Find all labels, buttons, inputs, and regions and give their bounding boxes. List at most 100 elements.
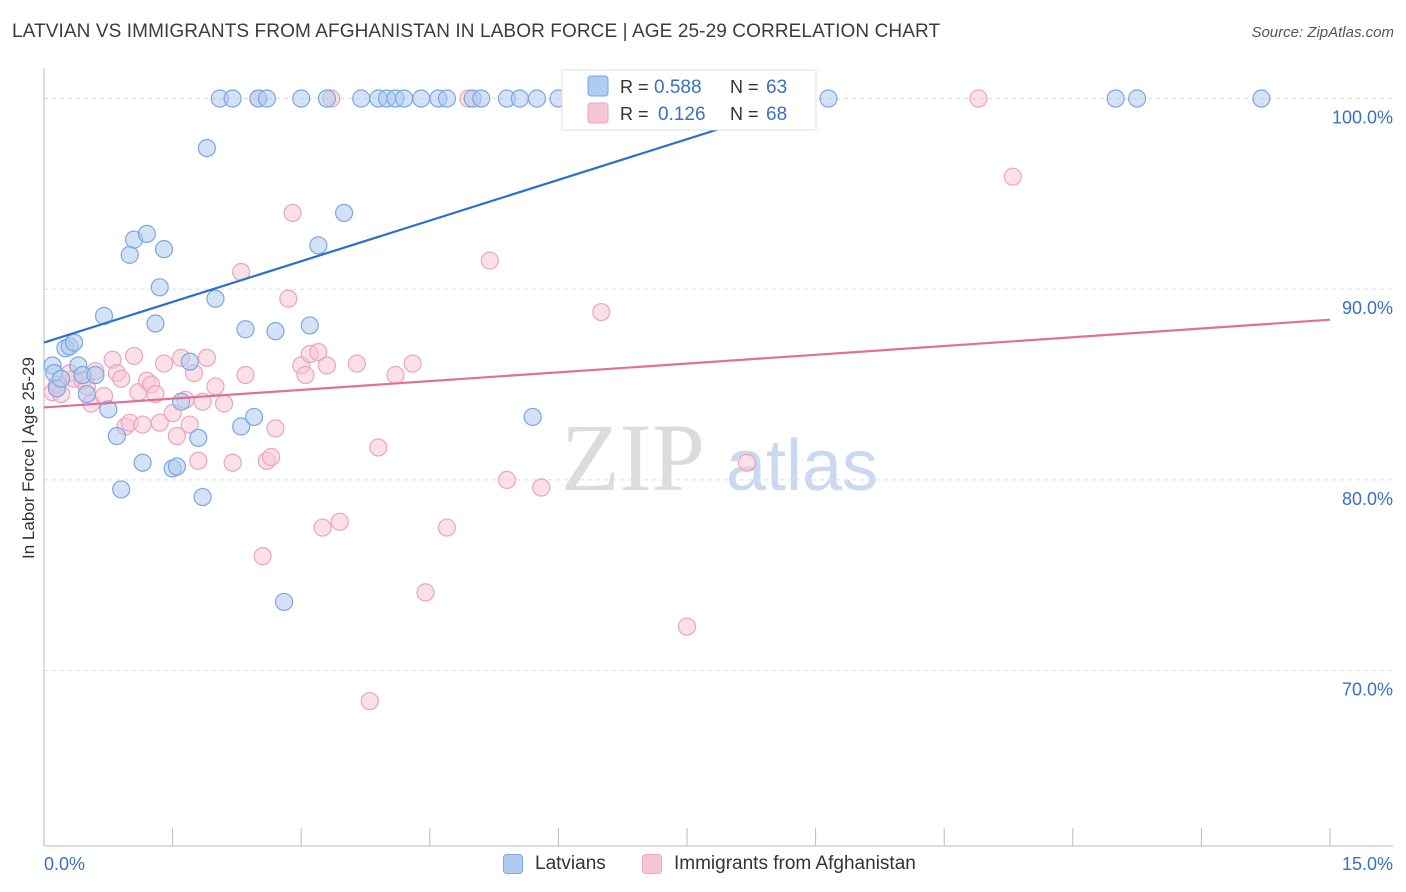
point-latvians-14 [112, 480, 131, 499]
point-afghanistan-66 [969, 89, 988, 108]
legend-item-latvians[interactable]: Latvians [503, 848, 606, 880]
point-afghanistan-38 [253, 547, 272, 566]
point-latvians-15 [120, 245, 139, 264]
point-latvians-48 [394, 89, 414, 108]
legend-swatch-latvians [503, 854, 523, 874]
series-latvians-points [43, 89, 1271, 612]
point-afghanistan-40 [262, 447, 281, 467]
point-afghanistan-53 [360, 691, 379, 711]
point-afghanistan-42 [279, 289, 298, 308]
stats-r-label-latvians: R = [620, 77, 649, 97]
point-latvians-17 [133, 453, 152, 472]
point-afghanistan-41 [266, 419, 285, 438]
point-afghanistan-49 [317, 356, 337, 375]
point-latvians-41 [309, 236, 328, 255]
point-latvians-62 [1127, 89, 1147, 108]
point-afghanistan-52 [347, 354, 367, 373]
point-latvians-27 [193, 487, 212, 507]
point-afghanistan-60 [480, 251, 499, 270]
point-latvians-26 [189, 428, 208, 448]
y-tick-label-100: 100.0% [1332, 108, 1393, 128]
point-afghanistan-55 [386, 365, 405, 385]
point-latvians-40 [300, 316, 319, 335]
point-latvians-61 [1106, 89, 1125, 108]
point-latvians-63 [1252, 89, 1271, 108]
x-tick-label-min: 0.0% [44, 854, 85, 874]
point-latvians-9 [77, 384, 96, 404]
point-latvians-51 [437, 89, 457, 108]
point-afghanistan-21 [150, 413, 169, 432]
point-afghanistan-36 [236, 365, 255, 385]
stats-n-label-afghanistan: N = [730, 104, 759, 124]
point-latvians-39 [292, 89, 311, 108]
trend-line-afghanistan [43, 318, 1331, 409]
point-afghanistan-24 [167, 426, 186, 446]
stats-n-label-latvians: N = [730, 77, 759, 97]
point-latvians-29 [206, 289, 225, 308]
point-afghanistan-17 [133, 415, 152, 434]
point-latvians-32 [232, 417, 251, 436]
point-latvians-44 [352, 89, 371, 108]
point-afghanistan-29 [189, 451, 208, 470]
trend-line-latvians [43, 97, 816, 344]
point-latvians-23 [167, 457, 186, 476]
point-latvians-42 [317, 89, 337, 108]
stats-legend: R = 0.588 N = 63 R = 0.126 N = 68 [561, 69, 817, 131]
legend-label-latvians: Latvians [535, 853, 606, 874]
point-latvians-25 [180, 352, 199, 371]
point-afghanistan-54 [369, 438, 388, 457]
y-tick-label-90: 90.0% [1342, 298, 1393, 318]
point-afghanistan-62 [532, 478, 551, 497]
point-latvians-24 [172, 392, 191, 411]
point-latvians-13 [107, 426, 126, 446]
point-latvians-55 [510, 89, 529, 108]
stats-n-value-afghanistan: 68 [766, 104, 787, 125]
grid [44, 98, 1393, 672]
point-latvians-57 [527, 89, 547, 108]
point-afghanistan-58 [437, 518, 457, 537]
stats-r-value-afghanistan: 0.126 [658, 104, 706, 125]
legend-label-afghanistan: Immigrants from Afghanistan [674, 853, 916, 874]
stats-r-value-latvians: 0.588 [654, 77, 702, 98]
point-latvians-21 [154, 240, 174, 259]
y-tick-label-70: 70.0% [1342, 680, 1393, 700]
series-legend: Latvians Immigrants from Afghanistan [0, 848, 1406, 880]
series-afghanistan-points [43, 89, 1022, 711]
legend-item-afghanistan[interactable]: Immigrants from Afghanistan [642, 848, 916, 880]
point-afghanistan-47 [309, 343, 328, 362]
point-latvians-31 [223, 89, 242, 108]
watermark: ZIP atlas [561, 404, 878, 511]
trend-lines [43, 97, 1331, 409]
point-afghanistan-43 [283, 203, 302, 223]
chart-source: Source: ZipAtlas.com [1251, 24, 1394, 41]
point-latvians-33 [236, 320, 255, 339]
y-tick-label-80: 80.0% [1342, 489, 1393, 509]
point-afghanistan-45 [296, 365, 315, 385]
point-afghanistan-31 [197, 348, 216, 367]
point-afghanistan-15 [124, 346, 144, 366]
point-latvians-10 [86, 365, 105, 385]
point-afghanistan-27 [180, 415, 199, 434]
point-latvians-19 [146, 314, 165, 333]
y-axis-label: In Labor Force | Age 25-29 [19, 357, 38, 559]
watermark-zip: ZIP [561, 404, 705, 511]
point-afghanistan-64 [677, 617, 697, 636]
point-afghanistan-34 [223, 453, 242, 472]
point-afghanistan-51 [330, 512, 349, 531]
chart-title: LATVIAN VS IMMIGRANTS FROM AFGHANISTAN I… [12, 21, 941, 42]
point-afghanistan-32 [206, 377, 225, 396]
point-latvians-60 [819, 89, 838, 108]
point-afghanistan-65 [737, 453, 757, 472]
point-latvians-18 [137, 224, 156, 243]
axes [43, 68, 1393, 847]
point-afghanistan-33 [214, 394, 234, 413]
point-latvians-28 [197, 138, 216, 158]
point-afghanistan-67 [1003, 167, 1022, 186]
x-tick-label-max: 15.0% [1342, 854, 1393, 874]
point-afghanistan-12 [112, 369, 131, 388]
point-afghanistan-48 [313, 518, 332, 537]
point-latvians-34 [244, 407, 264, 427]
point-afghanistan-20 [146, 384, 165, 404]
point-afghanistan-63 [592, 302, 611, 322]
